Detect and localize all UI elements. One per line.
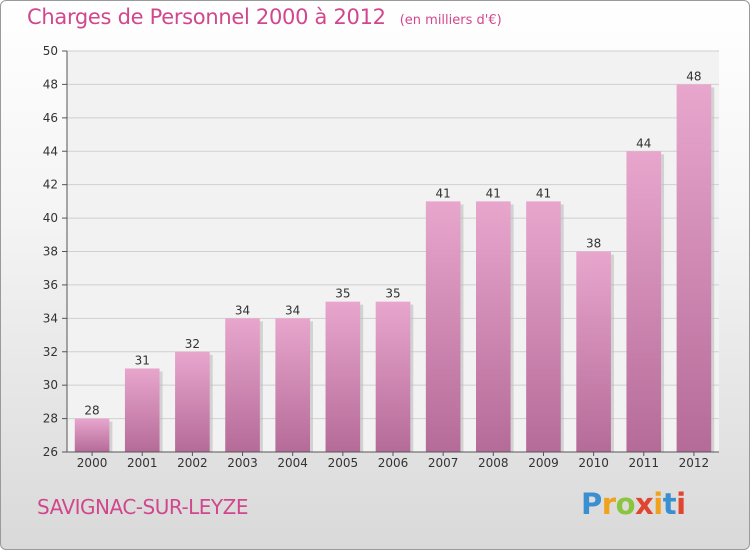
chart-title-text: Charges de Personnel 2000 à 2012	[27, 5, 386, 29]
bar	[124, 368, 160, 452]
y-tick-label: 50	[43, 44, 58, 58]
bar-value-label: 34	[235, 303, 250, 317]
x-tick-label: 2005	[328, 456, 359, 470]
y-tick-label: 48	[43, 77, 58, 91]
y-tick-label: 46	[43, 111, 58, 125]
x-tick-label: 2009	[528, 456, 559, 470]
logo-letter: o	[615, 487, 636, 521]
y-tick-label: 38	[43, 245, 58, 259]
y-tick-label: 40	[43, 211, 58, 225]
y-tick-label: 30	[43, 378, 58, 392]
bar	[225, 318, 260, 452]
bar	[576, 251, 611, 452]
y-tick-label: 36	[43, 278, 58, 292]
y-tick-label: 42	[43, 178, 58, 192]
bar	[74, 418, 110, 452]
y-tick-label: 28	[43, 412, 58, 426]
chart-title: Charges de Personnel 2000 à 2012 (en mill…	[27, 5, 502, 29]
y-tick-label: 44	[43, 144, 58, 158]
x-tick-label: 2006	[378, 456, 409, 470]
bar	[476, 201, 511, 452]
y-tick-label: 32	[43, 345, 58, 359]
bar-value-label: 48	[686, 69, 701, 83]
x-tick-label: 2011	[628, 456, 659, 470]
x-tick-label: 2010	[578, 456, 609, 470]
bar	[526, 201, 561, 452]
logo-letter: t	[662, 487, 677, 521]
x-tick-label: 2008	[478, 456, 509, 470]
logo-letter: P	[581, 487, 602, 521]
bar-value-label: 28	[84, 404, 99, 418]
bar-value-label: 35	[385, 287, 400, 301]
logo-letter: x	[635, 487, 654, 521]
x-tick-label: 2002	[177, 456, 208, 470]
labels: 28 31 32 34 34 35 35 41 41 41 38 44 48	[84, 69, 701, 417]
x-tick-label: 2012	[679, 456, 710, 470]
bar	[626, 151, 662, 452]
bars	[74, 84, 715, 453]
bar	[425, 201, 461, 452]
axes: 26 28 30 32 34 36 38 40 42 44 46 48 50 2000 2001 2002 20…	[43, 44, 719, 470]
proxiti-logo: Proxiti	[581, 487, 686, 521]
x-tick-label: 2003	[227, 456, 258, 470]
bar	[676, 84, 712, 453]
place-name: SAVIGNAC-SUR-LEYZE	[37, 495, 249, 519]
y-tick-label: 34	[43, 311, 58, 325]
x-tick-label: 2007	[428, 456, 459, 470]
logo-letter: i	[653, 487, 663, 521]
bar	[275, 318, 310, 452]
bar-value-label: 44	[636, 136, 651, 150]
x-tick-label: 2004	[277, 456, 308, 470]
bar-value-label: 41	[536, 186, 551, 200]
bar-value-label: 41	[436, 186, 451, 200]
bar-value-label: 41	[486, 186, 501, 200]
logo-letter: i	[676, 487, 686, 521]
bar-value-label: 32	[185, 337, 200, 351]
x-tick-label: 2000	[77, 456, 108, 470]
bar-value-label: 31	[135, 353, 150, 367]
x-tick-label: 2001	[127, 456, 158, 470]
bar	[375, 301, 411, 452]
bar-value-label: 38	[586, 237, 601, 251]
bar-value-label: 34	[285, 303, 300, 317]
chart-unit: (en milliers d'€)	[399, 13, 502, 28]
logo-letter: r	[601, 487, 616, 521]
bar	[175, 351, 210, 452]
y-tick-label: 26	[43, 445, 58, 459]
bar-value-label: 35	[335, 287, 350, 301]
bar	[325, 301, 361, 452]
